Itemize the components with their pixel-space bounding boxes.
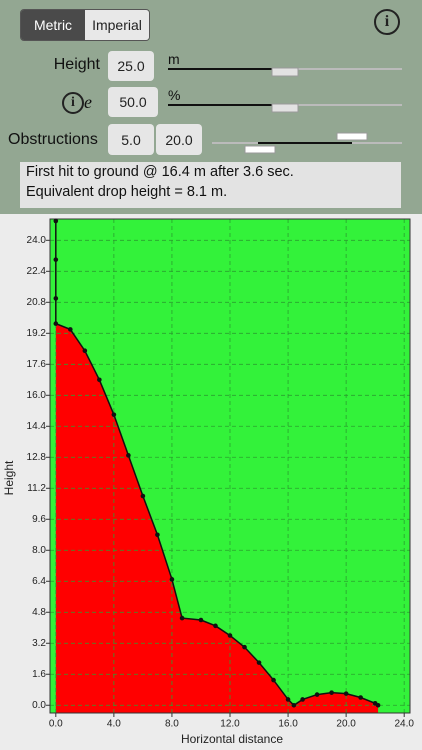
unit-toggle[interactable]: Metric Imperial xyxy=(20,9,150,41)
result-line: Equivalent drop height = 8.1 m. xyxy=(26,184,228,200)
trajectory-point xyxy=(169,577,175,582)
y-tick-label: 14.4 xyxy=(27,421,47,432)
trajectory-point xyxy=(111,412,117,417)
trajectory-point xyxy=(242,644,247,650)
trajectory-point xyxy=(97,377,102,383)
result-box: First hit to ground @ 16.4 m after 3.6 s… xyxy=(20,162,401,208)
sliders xyxy=(168,67,402,154)
range-thumb-low[interactable] xyxy=(244,145,276,154)
result-line: First hit to ground @ 16.4 m after 3.6 s… xyxy=(26,164,294,180)
trajectory-point xyxy=(227,633,233,638)
height-field[interactable]: 25.0 xyxy=(108,51,154,81)
x-tick-label: 16.0 xyxy=(278,719,298,730)
trajectory-point xyxy=(68,327,73,332)
trajectory-point xyxy=(271,677,276,683)
y-tick-label: 1.6 xyxy=(32,669,46,680)
imperial-button[interactable]: Imperial xyxy=(85,10,149,40)
trajectory-point xyxy=(53,218,59,224)
y-tick-label: 12.8 xyxy=(27,452,47,463)
height-unit: m xyxy=(168,51,180,67)
trajectory-point xyxy=(329,690,334,695)
chart: Horizontal distance Height 0.0 4.0 8.0 12.0… xyxy=(0,214,422,750)
e-field[interactable]: 50.0 xyxy=(108,87,158,117)
trajectory-point xyxy=(53,296,59,301)
y-tick-label: 4.8 xyxy=(32,607,46,618)
e-label: e xyxy=(84,92,92,112)
y-tick-label: 24.0 xyxy=(27,235,47,246)
e-unit: % xyxy=(168,87,181,103)
obstructions-label: Obstructions xyxy=(8,131,98,148)
trajectory-point xyxy=(213,623,218,629)
y-tick-label: 8.0 xyxy=(32,545,46,556)
obstruction-field-1[interactable]: 5.0 xyxy=(108,124,154,155)
height-label: Height xyxy=(53,56,100,73)
x-tick-label: 4.0 xyxy=(107,719,121,730)
trajectory-point xyxy=(198,617,204,623)
trajectory-point xyxy=(375,702,381,708)
y-tick-label: 11.2 xyxy=(27,483,46,494)
plot-border xyxy=(49,218,411,714)
metric-button[interactable]: Metric xyxy=(21,10,85,40)
range-thumb-high[interactable] xyxy=(336,132,368,141)
y-tick-label: 17.6 xyxy=(27,359,47,370)
trajectory-point xyxy=(343,691,349,696)
trajectory-point xyxy=(82,348,88,354)
y-tick-label: 6.4 xyxy=(32,576,46,587)
slider-thumb[interactable] xyxy=(271,67,299,77)
trajectory-point xyxy=(285,697,291,702)
y-tick-label: 9.6 xyxy=(32,514,46,525)
x-axis-label: Horizontal distance xyxy=(181,732,283,746)
trajectory-point xyxy=(155,532,160,538)
info-icon[interactable]: i xyxy=(374,9,400,35)
x-tick-label: 0.0 xyxy=(49,719,63,730)
trajectory-point xyxy=(53,257,59,262)
y-tick-label: 0.0 xyxy=(32,700,46,711)
slider-thumb[interactable] xyxy=(271,103,299,113)
y-axis-label: Height xyxy=(2,460,16,495)
y-tick-label: 16.0 xyxy=(27,390,47,401)
x-tick-label: 20.0 xyxy=(336,719,356,730)
y-tick-label: 20.8 xyxy=(27,297,47,308)
trajectory-point xyxy=(314,692,320,697)
trajectory-point xyxy=(256,660,262,665)
trajectory-point xyxy=(358,695,363,700)
y-tick-label: 22.4 xyxy=(27,266,47,277)
trajectory-point xyxy=(140,493,146,499)
x-tick-label: 24.0 xyxy=(394,719,414,730)
y-tick-label: 3.2 xyxy=(32,638,46,649)
trajectory-point xyxy=(291,702,297,708)
x-tick-label: 8.0 xyxy=(165,719,179,730)
y-tick-label: 19.2 xyxy=(27,328,47,339)
trajectory-line xyxy=(55,220,379,707)
obstruction-field-2[interactable]: 20.0 xyxy=(156,124,202,155)
area-below xyxy=(55,220,379,713)
trajectory-point xyxy=(300,697,305,702)
trajectory-point xyxy=(179,615,185,621)
trajectory-point xyxy=(53,321,59,326)
e-info-icon[interactable]: i xyxy=(62,92,84,114)
trajectory-point xyxy=(126,453,131,458)
x-tick-label: 12.0 xyxy=(220,719,240,730)
